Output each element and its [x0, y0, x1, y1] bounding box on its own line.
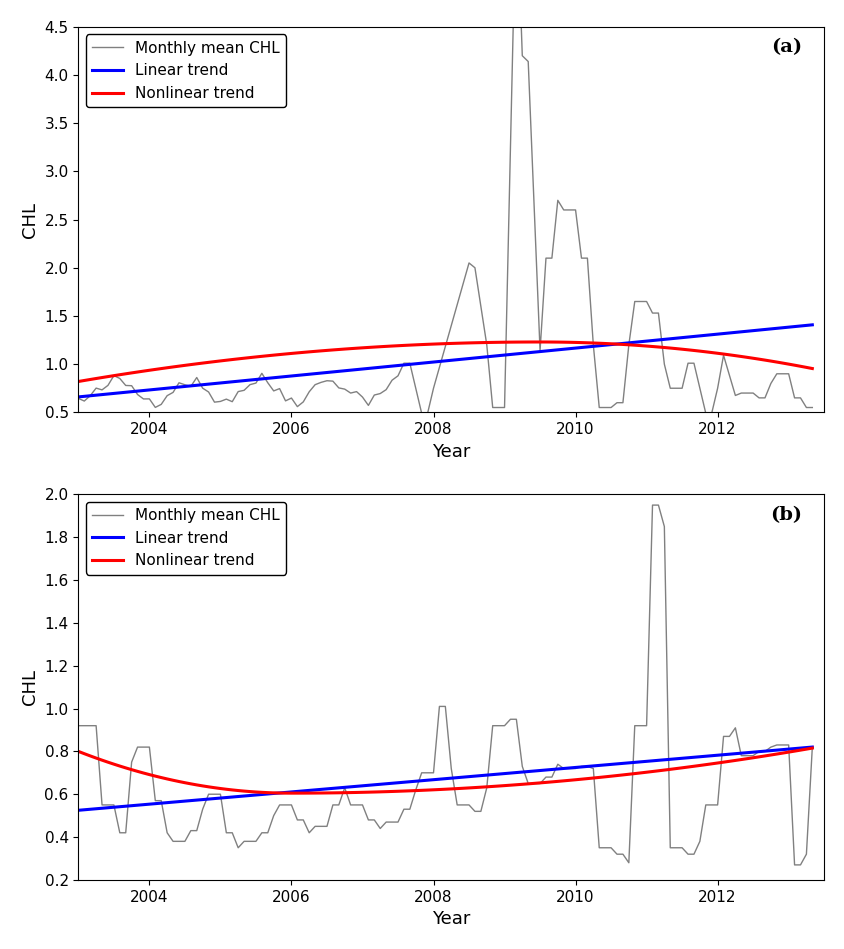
Monthly mean CHL	[717, 349, 728, 361]
Linear trend	[688, 752, 698, 763]
Text: (b): (b)	[769, 506, 801, 524]
Linear trend	[706, 329, 716, 341]
Nonlinear trend	[73, 376, 84, 387]
Monthly mean CHL	[73, 720, 84, 732]
Nonlinear trend	[711, 757, 722, 769]
Monthly mean CHL	[245, 836, 255, 847]
Monthly mean CHL	[711, 799, 722, 810]
Monthly mean CHL	[245, 379, 255, 390]
Linear trend	[806, 741, 816, 753]
Monthly mean CHL	[771, 368, 781, 380]
Nonlinear trend	[711, 347, 722, 359]
Monthly mean CHL	[534, 344, 544, 356]
Monthly mean CHL	[806, 401, 816, 413]
Linear trend	[759, 324, 769, 335]
Nonlinear trend	[694, 345, 704, 357]
Linear trend	[73, 391, 84, 402]
Line: Linear trend: Linear trend	[78, 747, 811, 810]
Monthly mean CHL	[262, 828, 273, 839]
Nonlinear trend	[694, 760, 704, 772]
Monthly mean CHL	[694, 836, 704, 847]
Nonlinear trend	[806, 742, 816, 754]
Monthly mean CHL	[73, 393, 84, 404]
Monthly mean CHL	[765, 741, 775, 753]
Line: Monthly mean CHL: Monthly mean CHL	[78, 505, 811, 865]
Text: (a): (a)	[770, 38, 801, 56]
Line: Linear trend: Linear trend	[78, 325, 811, 397]
Y-axis label: CHL: CHL	[21, 201, 39, 237]
Monthly mean CHL	[788, 859, 798, 870]
Monthly mean CHL	[262, 377, 273, 388]
Nonlinear trend	[262, 787, 273, 798]
Nonlinear trend	[534, 777, 544, 789]
Nonlinear trend	[245, 352, 255, 363]
Monthly mean CHL	[528, 778, 538, 790]
Nonlinear trend	[534, 336, 544, 347]
Linear trend	[262, 373, 273, 384]
Linear trend	[528, 346, 538, 358]
Nonlinear trend	[245, 786, 255, 797]
Linear trend	[688, 331, 698, 343]
X-axis label: Year: Year	[431, 442, 470, 460]
X-axis label: Year: Year	[431, 910, 470, 928]
Monthly mean CHL	[806, 741, 816, 753]
Nonlinear trend	[262, 350, 273, 362]
Linear trend	[245, 790, 255, 801]
Monthly mean CHL	[647, 499, 657, 511]
Linear trend	[806, 319, 816, 330]
Linear trend	[759, 746, 769, 757]
Legend: Monthly mean CHL, Linear trend, Nonlinear trend: Monthly mean CHL, Linear trend, Nonlinea…	[86, 502, 285, 574]
Nonlinear trend	[765, 750, 775, 761]
Nonlinear trend	[765, 355, 775, 366]
Monthly mean CHL	[694, 382, 704, 394]
Monthly mean CHL	[706, 407, 716, 419]
Nonlinear trend	[806, 363, 816, 374]
Y-axis label: CHL: CHL	[21, 669, 39, 705]
Line: Nonlinear trend: Nonlinear trend	[78, 342, 811, 381]
Nonlinear trend	[73, 746, 84, 757]
Linear trend	[262, 789, 273, 800]
Linear trend	[245, 374, 255, 385]
Linear trend	[528, 765, 538, 776]
Nonlinear trend	[286, 788, 296, 799]
Line: Monthly mean CHL: Monthly mean CHL	[78, 0, 811, 413]
Nonlinear trend	[528, 336, 538, 347]
Legend: Monthly mean CHL, Linear trend, Nonlinear trend: Monthly mean CHL, Linear trend, Nonlinea…	[86, 34, 285, 107]
Linear trend	[706, 750, 716, 761]
Line: Nonlinear trend: Nonlinear trend	[78, 748, 811, 793]
Linear trend	[73, 805, 84, 816]
